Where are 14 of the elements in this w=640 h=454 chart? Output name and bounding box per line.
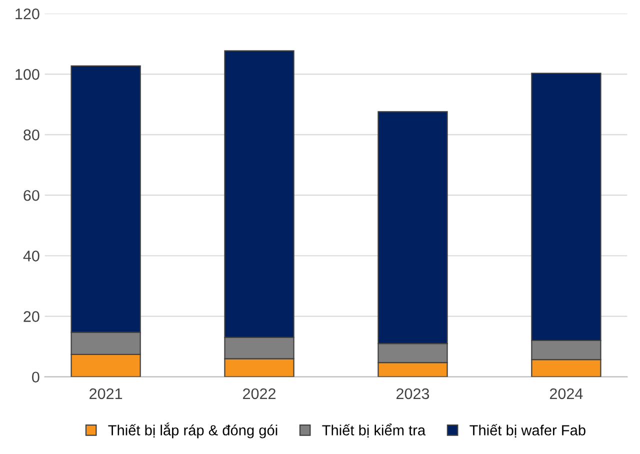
y-tick-label: 0 [32,372,40,383]
y-tick-label: 120 [16,8,40,20]
y-tick-label: 60 [24,190,40,201]
x-tick-label: 2024 [550,388,583,400]
legend-label: Thiết bị kiểm tra [322,424,426,438]
y-tick-label: 80 [24,130,40,140]
x-tick-label: 2022 [243,388,276,400]
legend-label: Thiết bị wafer Fab [470,424,586,438]
y-tick-label: 100 [16,69,40,80]
x-tick-label: 2023 [396,388,430,400]
legend-label: Thiết bị lắp ráp & đóng gói [108,422,278,438]
x-tick-label: 2021 [90,388,122,400]
y-tick-label: 40 [23,250,40,262]
y-tick-label: 20 [24,311,40,322]
